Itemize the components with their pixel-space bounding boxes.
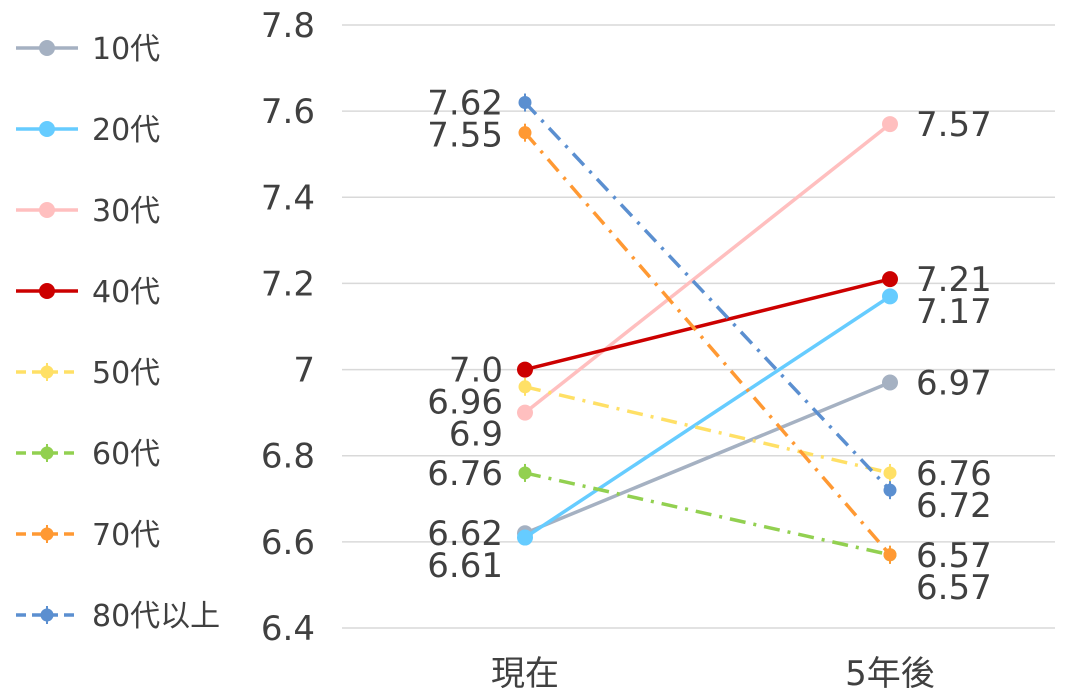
data-point (518, 126, 532, 140)
series-line (523, 101, 892, 492)
legend-marker (39, 283, 55, 299)
data-label: 6.61 (427, 546, 503, 586)
legend-marker (40, 527, 54, 541)
legend-marker (40, 446, 54, 460)
data-point (882, 271, 898, 288)
legend-marker (39, 40, 55, 56)
data-label: 6.97 (916, 363, 992, 403)
legend-label: 60代 (92, 437, 160, 472)
legend-label: 30代 (92, 194, 160, 229)
y-tick-label: 7 (293, 351, 315, 391)
legend: 10代 20代 30代 40代 50代 60代 70代 80代以上 (16, 32, 220, 634)
series-line (523, 122, 892, 415)
y-tick-label: 6.4 (261, 609, 315, 649)
data-point (518, 380, 532, 394)
gridlines (342, 24, 1055, 629)
y-tick-label: 6.8 (261, 437, 315, 477)
data-label: 6.72 (916, 486, 992, 526)
data-point (882, 288, 898, 305)
data-label: 7.55 (427, 116, 503, 156)
data-label: 7.21 (916, 260, 992, 300)
x-tick-label: 5年後 (845, 654, 935, 694)
legend-label: 20代 (92, 113, 160, 148)
data-label: 7.62 (427, 84, 503, 124)
y-tick-label: 7.4 (261, 178, 315, 218)
data-label: 6.9 (449, 415, 503, 455)
data-labels: 7.627.557.06.966.96.766.626.617.577.217.… (427, 84, 991, 608)
data-point (882, 116, 898, 133)
data-point (882, 374, 898, 391)
x-tick-label: 現在 (491, 654, 559, 694)
series-line (524, 385, 891, 475)
y-tick-label: 6.6 (261, 523, 315, 563)
data-label: 6.96 (427, 383, 503, 423)
series-line (524, 471, 891, 557)
series-line (523, 131, 892, 556)
legend-label: 50代 (92, 356, 160, 391)
data-label: 7.17 (916, 292, 992, 332)
data-point (518, 466, 532, 480)
data-label: 6.76 (427, 454, 503, 494)
y-tick-label: 7.8 (261, 6, 315, 46)
legend-marker (40, 608, 54, 622)
series-line (524, 277, 891, 372)
data-point (517, 404, 533, 421)
series-line (524, 294, 891, 540)
data-label: 6.57 (916, 568, 992, 608)
data-label: 7.57 (916, 105, 992, 145)
y-tick-label: 7.2 (261, 264, 315, 304)
legend-label: 10代 (92, 32, 160, 67)
series-group (517, 93, 898, 564)
legend-marker (39, 121, 55, 137)
legend-label: 80代以上 (92, 599, 220, 634)
x-axis: 現在 5年後 (491, 654, 935, 694)
data-point (517, 529, 533, 546)
legend-label: 70代 (92, 518, 160, 553)
legend-label: 40代 (92, 275, 160, 310)
legend-marker (39, 202, 55, 218)
legend-marker (40, 365, 54, 379)
y-tick-label: 7.6 (261, 92, 315, 132)
data-point (883, 483, 897, 497)
data-label: 6.62 (427, 514, 503, 554)
y-axis: 6.4 6.6 6.8 7 7.2 7.4 7.6 7.8 (261, 6, 315, 649)
series-line (524, 380, 891, 535)
data-point (518, 96, 532, 110)
data-label: 6.57 (916, 536, 992, 576)
data-point (883, 466, 897, 480)
data-point (883, 548, 897, 562)
data-label: 6.76 (916, 454, 992, 494)
data-point (517, 361, 533, 378)
data-label: 7.0 (449, 351, 503, 391)
